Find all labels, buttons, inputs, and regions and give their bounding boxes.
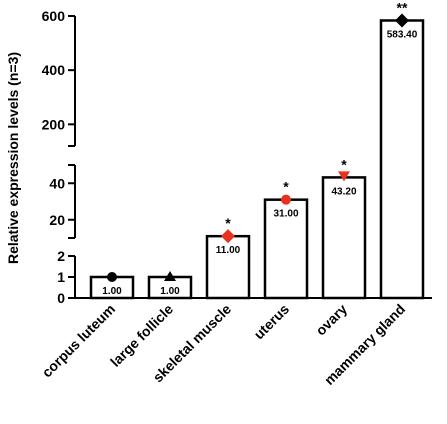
y-tick-label: 2 (57, 248, 65, 264)
data-label: 1.00 (102, 286, 122, 297)
y-tick-label: 200 (42, 116, 66, 132)
category-label: corpus luteum (39, 301, 119, 381)
data-label: 43.20 (331, 186, 356, 197)
data-marker (281, 194, 291, 205)
data-marker (107, 272, 117, 282)
bar (205, 234, 251, 300)
data-marker (395, 13, 409, 28)
y-tick-label: 1 (57, 269, 65, 285)
category-label: uterus (251, 301, 293, 343)
bar (321, 176, 367, 300)
data-marker (164, 271, 176, 281)
data-marker (338, 171, 350, 182)
bars: 1.00 1.00 11.00 * 31.00 * 43.20 * 583.40 ** (89, 0, 425, 300)
significance-label: * (225, 215, 231, 231)
significance-label: * (283, 179, 289, 195)
data-label: 583.40 (387, 29, 418, 40)
data-label: 31.00 (273, 209, 298, 220)
bar (263, 198, 309, 300)
y-tick-label: 0 (57, 290, 65, 306)
bar (379, 19, 425, 300)
y-axis-title: Relative expression levels (n=3) (5, 52, 21, 264)
y-tick-label: 20 (49, 212, 65, 228)
category-label: ovary (312, 301, 350, 339)
significance-label: * (341, 156, 347, 172)
data-marker (221, 229, 235, 244)
y-tick-label: 600 (42, 8, 66, 24)
data-label: 11.00 (216, 245, 241, 256)
significance-label: ** (397, 0, 408, 15)
data-label: 1.00 (160, 286, 180, 297)
y-tick-label: 40 (49, 175, 65, 191)
y-tick-label: 400 (42, 62, 66, 78)
